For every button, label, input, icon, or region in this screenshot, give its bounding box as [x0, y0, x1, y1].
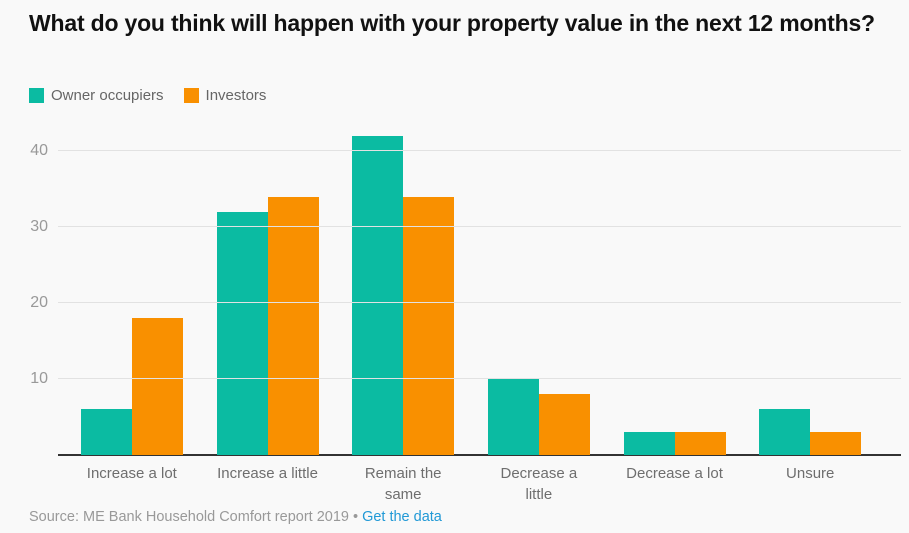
legend-label-owner-occupiers: Owner occupiers — [51, 87, 164, 104]
x-axis-line — [58, 454, 901, 456]
x-axis-label-decrease-a-lot: Decrease a lot — [626, 465, 723, 482]
legend-swatch-owner-occupiers — [29, 88, 44, 103]
source-line: Source: ME Bank Household Comfort report… — [29, 509, 442, 525]
x-axis-label-increase-a-lot: Increase a lot — [86, 465, 177, 482]
bar-owner-occupiers-decrease-a-little — [487, 379, 539, 455]
y-axis-tick-30: 30 — [30, 218, 48, 235]
x-axis-label-remain-the-same: Remain the same — [364, 465, 442, 503]
bar-group-decrease-a-little — [471, 113, 607, 455]
bar-owner-occupiers-decrease-a-lot — [623, 432, 675, 455]
source-separator: • — [352, 509, 359, 525]
bar-investors-remain-the-same — [403, 196, 455, 455]
gridline-20 — [58, 302, 901, 304]
legend-label-investors: Investors — [205, 87, 267, 104]
plot-area: 10 20 30 40 — [30, 113, 901, 456]
bar-owner-occupiers-remain-the-same — [352, 135, 404, 455]
legend-item-owner-occupiers: Owner occupiers — [29, 87, 164, 104]
x-axis-label-unsure: Unsure — [786, 465, 835, 482]
legend-item-investors: Investors — [183, 87, 267, 104]
x-axis-label-increase-a-little: Increase a little — [217, 465, 318, 482]
source-text: Source: ME Bank Household Comfort report… — [29, 509, 349, 525]
legend-swatch-investors — [183, 88, 199, 103]
bar-owner-occupiers-unsure — [759, 409, 811, 455]
y-axis-tick-20: 20 — [30, 294, 48, 312]
gridline-10 — [58, 378, 901, 380]
x-axis-labels: Increase a lot Increase a little Remain th… — [64, 463, 878, 505]
bar-group-increase-a-little — [200, 113, 336, 455]
get-the-data-link[interactable]: Get the data — [362, 509, 442, 525]
bars — [64, 113, 878, 455]
y-axis-tick-40: 40 — [30, 142, 48, 160]
y-axis-tick-10: 10 — [30, 370, 48, 388]
gridline-40 — [58, 150, 901, 152]
bar-investors-unsure — [810, 432, 862, 455]
x-axis-label-decrease-a-little: Decrease a little — [500, 465, 578, 503]
bar-owner-occupiers-increase-a-little — [216, 211, 268, 455]
bar-group-remain-the-same — [335, 113, 471, 455]
legend: Owner occupiers Investors — [29, 87, 266, 104]
bar-investors-increase-a-lot — [131, 318, 183, 455]
bar-group-unsure — [742, 113, 878, 455]
bar-investors-increase-a-little — [267, 196, 319, 455]
bar-group-increase-a-lot — [64, 113, 200, 455]
gridline-30 — [58, 226, 901, 227]
bar-owner-occupiers-increase-a-lot — [80, 409, 132, 455]
chart-title: What do you think will happen with your … — [29, 10, 875, 36]
bar-group-decrease-a-lot — [607, 113, 743, 455]
bar-investors-decrease-a-little — [538, 394, 590, 455]
bar-investors-decrease-a-lot — [674, 432, 726, 455]
